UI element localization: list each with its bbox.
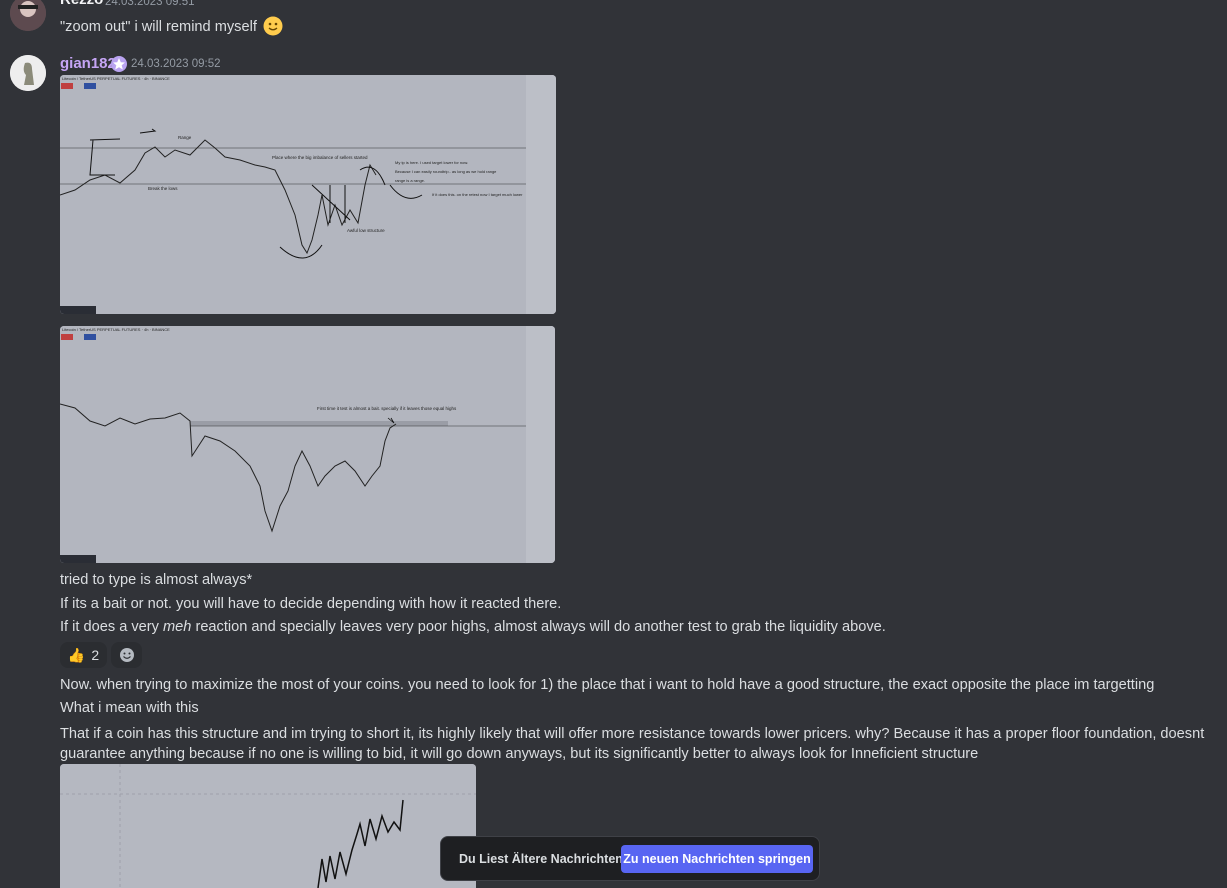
message-text: Now. when trying to maximize the most of… — [60, 677, 1155, 693]
chart-annotation: Place where the big imbalance of sellers… — [272, 155, 368, 160]
message-text: "zoom out" i will remind myself — [60, 16, 283, 36]
text: reaction and specially leaves very poor … — [191, 619, 886, 635]
emoji — [263, 16, 283, 36]
jump-button[interactable]: Zu neuen Nachrichten springen — [621, 845, 813, 873]
chart-caption: Litecoin / TetherUS PERPETUAL FUTURES · … — [62, 327, 170, 332]
avatar-image — [10, 0, 46, 31]
toast-text: Du Liest Ältere Nachrichten — [459, 852, 623, 866]
chart-annotation: Because I can easily roundtrip.. as long… — [395, 169, 497, 174]
avatar-image — [10, 55, 46, 91]
author-name[interactable]: gian182 — [60, 55, 116, 72]
role-badge[interactable] — [110, 55, 128, 73]
message-text: That if a coin has this structure and im… — [60, 726, 1205, 762]
unread-toast: Du Liest Ältere Nachrichten Zu neuen Nac… — [440, 836, 820, 881]
chart-annotation: My tp is here. I used target lower for n… — [395, 160, 468, 165]
message-text: If it does a very meh reaction and speci… — [60, 619, 886, 635]
text: "zoom out" i will remind myself — [60, 19, 257, 35]
chart-screenshot: Litecoin / TetherUS PERPETUAL FUTURES · … — [60, 326, 555, 563]
timestamp: 24.03.2023 09:52 — [131, 58, 221, 70]
reaction[interactable]: 👍 2 — [60, 642, 107, 668]
chart-annotation: If it does this. on the retest now I tar… — [432, 192, 523, 197]
chart-image[interactable] — [60, 764, 476, 888]
message-text: If its a bait or not. you will have to d… — [60, 596, 562, 612]
avatar[interactable] — [10, 0, 46, 31]
timestamp: 24.03.2023 09:51 — [105, 0, 195, 8]
avatar[interactable] — [10, 55, 46, 91]
emphasis: meh — [163, 619, 192, 635]
chart-annotation: Range — [178, 135, 192, 140]
chart-screenshot: Litecoin / TetherUS PERPETUAL FUTURES · … — [60, 75, 556, 314]
add-reaction[interactable] — [111, 642, 142, 668]
author-name[interactable]: Rezzo — [60, 0, 103, 8]
chart-image[interactable]: Litecoin / TetherUS PERPETUAL FUTURES · … — [60, 326, 555, 563]
chart-image[interactable]: Litecoin / TetherUS PERPETUAL FUTURES · … — [60, 75, 556, 314]
chart-annotation: Awful low structure — [347, 228, 385, 233]
chart-caption: Litecoin / TetherUS PERPETUAL FUTURES · … — [62, 76, 170, 81]
chart-annotation: First time it test is almost a bait. spe… — [317, 406, 457, 411]
message-text: What i mean with this — [60, 700, 199, 716]
reaction-emoji: 👍 — [67, 646, 86, 663]
add-reaction-icon — [119, 648, 134, 662]
reaction-count: 2 — [91, 647, 100, 663]
chart-annotation: range is a range. — [395, 178, 425, 183]
text: If it does a very — [60, 619, 164, 635]
chart-annotation: Break the lows — [148, 186, 178, 191]
message-text: tried to type is almost always* — [60, 572, 253, 588]
sketch-image — [60, 764, 476, 888]
